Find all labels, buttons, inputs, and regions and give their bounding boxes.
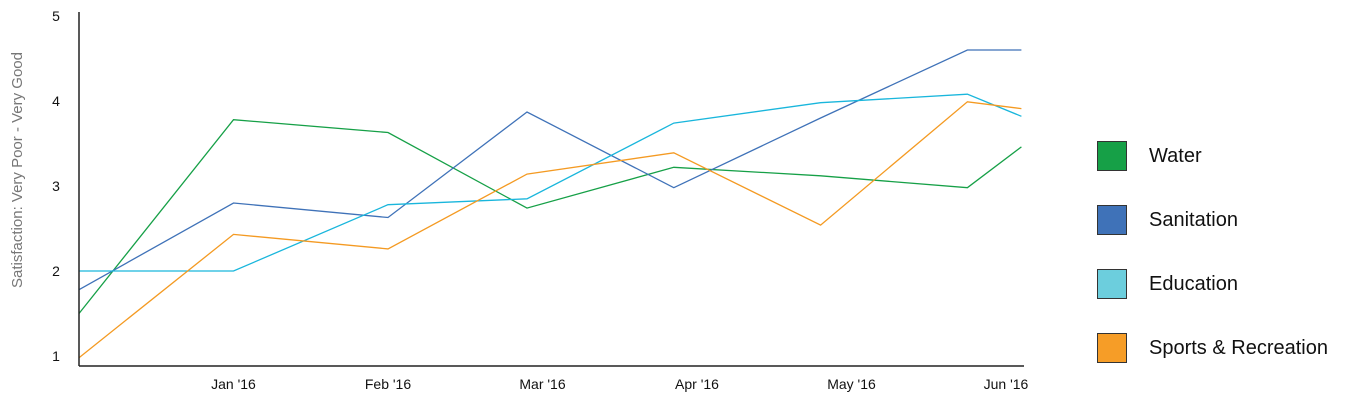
x-tick-labels: Jan '16 Feb '16 Mar '16 Apr '16 May '16 Jun '…: [211, 376, 1028, 392]
x-tick-label: Jan '16: [211, 376, 256, 392]
series-line-sanitation: [78, 49, 1022, 291]
y-tick-label: 5: [52, 8, 60, 24]
legend-label-water: Water: [1149, 144, 1202, 167]
legend-label-sports-recreation: Sports & Recreation: [1149, 336, 1328, 359]
legend-swatch-sports-recreation: [1097, 333, 1127, 363]
x-tick-label: Feb '16: [365, 376, 411, 392]
series-line-education: [79, 93, 1022, 272]
series-layer: [78, 49, 1022, 359]
x-tick-label: May '16: [827, 376, 876, 392]
legend-item-education: Education: [1097, 268, 1328, 300]
y-tick-label: 2: [52, 263, 60, 279]
x-tick-label: Jun '16: [984, 376, 1029, 392]
x-tick-label: Apr '16: [675, 376, 719, 392]
legend-swatch-sanitation: [1097, 205, 1127, 235]
x-tick-label: Mar '16: [519, 376, 565, 392]
legend-swatch-education: [1097, 269, 1127, 299]
legend-label-sanitation: Sanitation: [1149, 208, 1238, 231]
legend-swatch-water: [1097, 141, 1127, 171]
series-line-sports-recreation: [78, 101, 1022, 359]
legend-item-water: Water: [1097, 140, 1328, 172]
y-tick-label: 3: [52, 178, 60, 194]
y-tick-label: 1: [52, 348, 60, 364]
y-axis-label: Satisfaction: Very Poor - Very Good: [9, 52, 26, 288]
legend: Water Sanitation Education Sports & Recr…: [1097, 140, 1328, 396]
series-line-water: [78, 119, 1022, 314]
y-tick-labels: 1 2 3 4 5: [52, 8, 60, 364]
legend-item-sanitation: Sanitation: [1097, 204, 1328, 236]
legend-label-education: Education: [1149, 272, 1238, 295]
y-tick-label: 4: [52, 93, 60, 109]
legend-item-sports-recreation: Sports & Recreation: [1097, 332, 1328, 364]
